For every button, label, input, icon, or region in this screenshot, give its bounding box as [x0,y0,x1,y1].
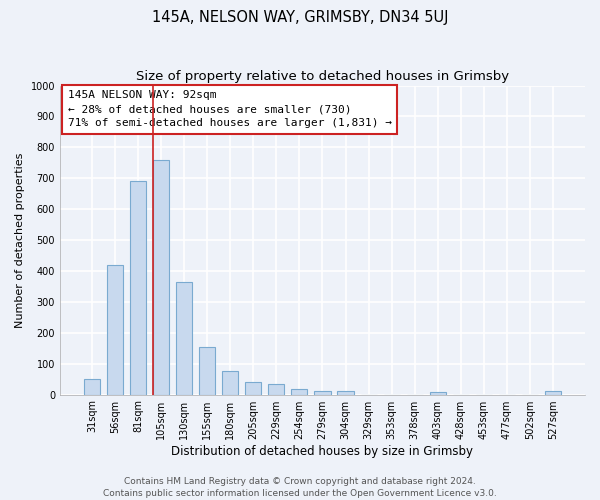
Bar [199,348,215,395]
Bar [107,265,123,394]
Bar [130,182,146,394]
Bar [245,382,262,394]
Text: 145A NELSON WAY: 92sqm
← 28% of detached houses are smaller (730)
71% of semi-de: 145A NELSON WAY: 92sqm ← 28% of detached… [68,90,392,128]
X-axis label: Distribution of detached houses by size in Grimsby: Distribution of detached houses by size … [172,444,473,458]
Bar [314,391,331,394]
Text: Contains HM Land Registry data © Crown copyright and database right 2024.
Contai: Contains HM Land Registry data © Crown c… [103,476,497,498]
Bar [176,282,192,395]
Bar [84,379,100,394]
Bar [337,392,353,394]
Text: 145A, NELSON WAY, GRIMSBY, DN34 5UJ: 145A, NELSON WAY, GRIMSBY, DN34 5UJ [152,10,448,25]
Bar [222,372,238,394]
Bar [292,389,307,394]
Bar [545,392,561,394]
Bar [268,384,284,394]
Bar [430,392,446,394]
Bar [153,160,169,394]
Title: Size of property relative to detached houses in Grimsby: Size of property relative to detached ho… [136,70,509,83]
Y-axis label: Number of detached properties: Number of detached properties [15,152,25,328]
